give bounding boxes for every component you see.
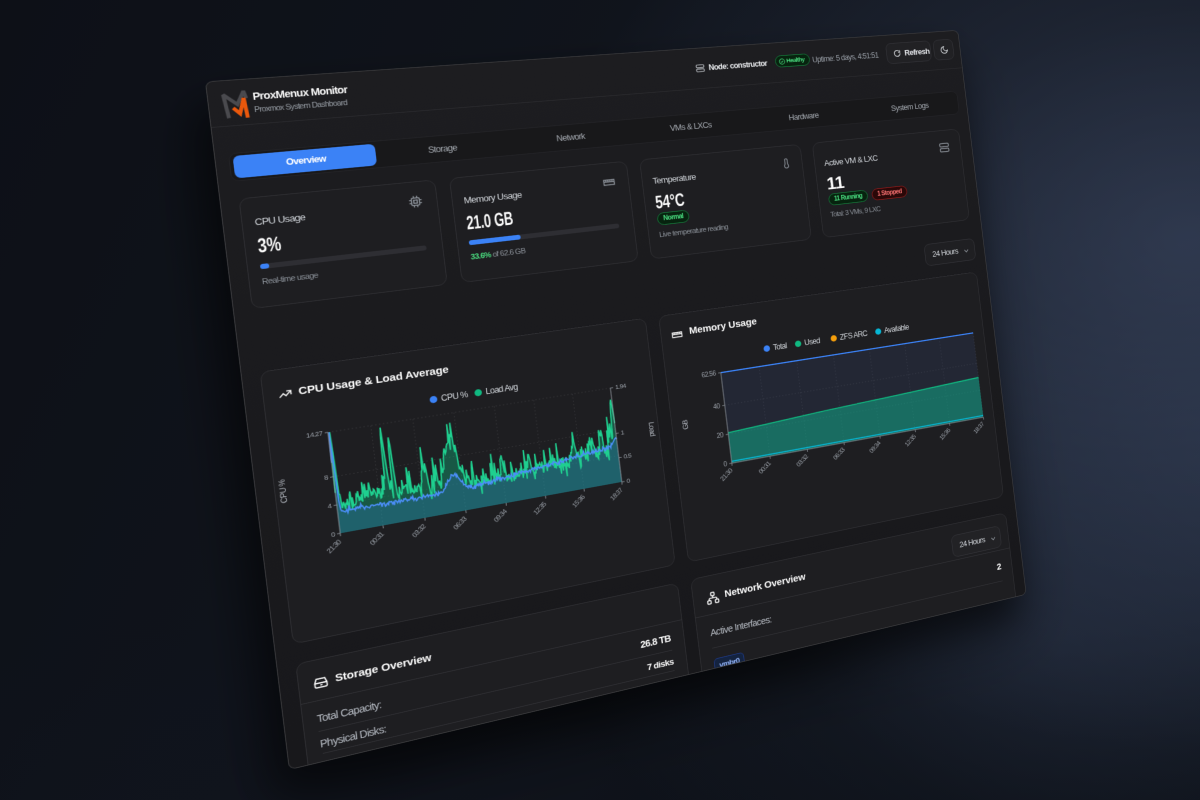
svg-text:21:30: 21:30 — [325, 538, 343, 555]
svg-text:03:32: 03:32 — [410, 523, 427, 539]
svg-text:Used: Used — [804, 337, 821, 348]
svg-text:62.56: 62.56 — [701, 370, 717, 380]
svg-text:20: 20 — [716, 431, 724, 439]
svg-text:06:33: 06:33 — [452, 515, 469, 531]
svg-text:09:34: 09:34 — [492, 507, 509, 524]
svg-text:21:30: 21:30 — [719, 466, 735, 482]
svg-text:06:33: 06:33 — [832, 446, 847, 461]
svg-text:4: 4 — [327, 502, 333, 511]
svg-text:0: 0 — [626, 477, 630, 485]
svg-text:18:37: 18:37 — [609, 486, 625, 501]
svg-text:03:32: 03:32 — [795, 453, 810, 469]
svg-text:14.27: 14.27 — [306, 429, 323, 440]
svg-text:CPU %: CPU % — [276, 478, 289, 504]
svg-text:0.5: 0.5 — [623, 452, 632, 461]
svg-text:8: 8 — [324, 474, 329, 483]
svg-text:1: 1 — [620, 428, 624, 436]
svg-text:ZFS ARC: ZFS ARC — [839, 330, 868, 343]
svg-text:12:35: 12:35 — [532, 501, 548, 517]
svg-text:Load Avg: Load Avg — [485, 383, 518, 397]
svg-text:15:36: 15:36 — [571, 493, 587, 509]
svg-text:18:37: 18:37 — [972, 420, 986, 435]
svg-text:CPU %: CPU % — [441, 390, 470, 404]
svg-text:40: 40 — [713, 402, 721, 410]
svg-text:Available: Available — [884, 323, 910, 335]
svg-text:00:31: 00:31 — [757, 459, 772, 475]
svg-text:Load: Load — [647, 421, 657, 437]
svg-text:00:31: 00:31 — [368, 530, 386, 546]
svg-text:09:34: 09:34 — [868, 439, 882, 454]
svg-text:0: 0 — [723, 460, 728, 468]
svg-text:Total: Total — [773, 342, 788, 353]
svg-text:12:35: 12:35 — [903, 433, 917, 448]
svg-text:0: 0 — [331, 530, 336, 539]
svg-text:15:36: 15:36 — [938, 426, 952, 441]
svg-text:GB: GB — [681, 419, 690, 430]
svg-text:1.94: 1.94 — [615, 382, 628, 391]
